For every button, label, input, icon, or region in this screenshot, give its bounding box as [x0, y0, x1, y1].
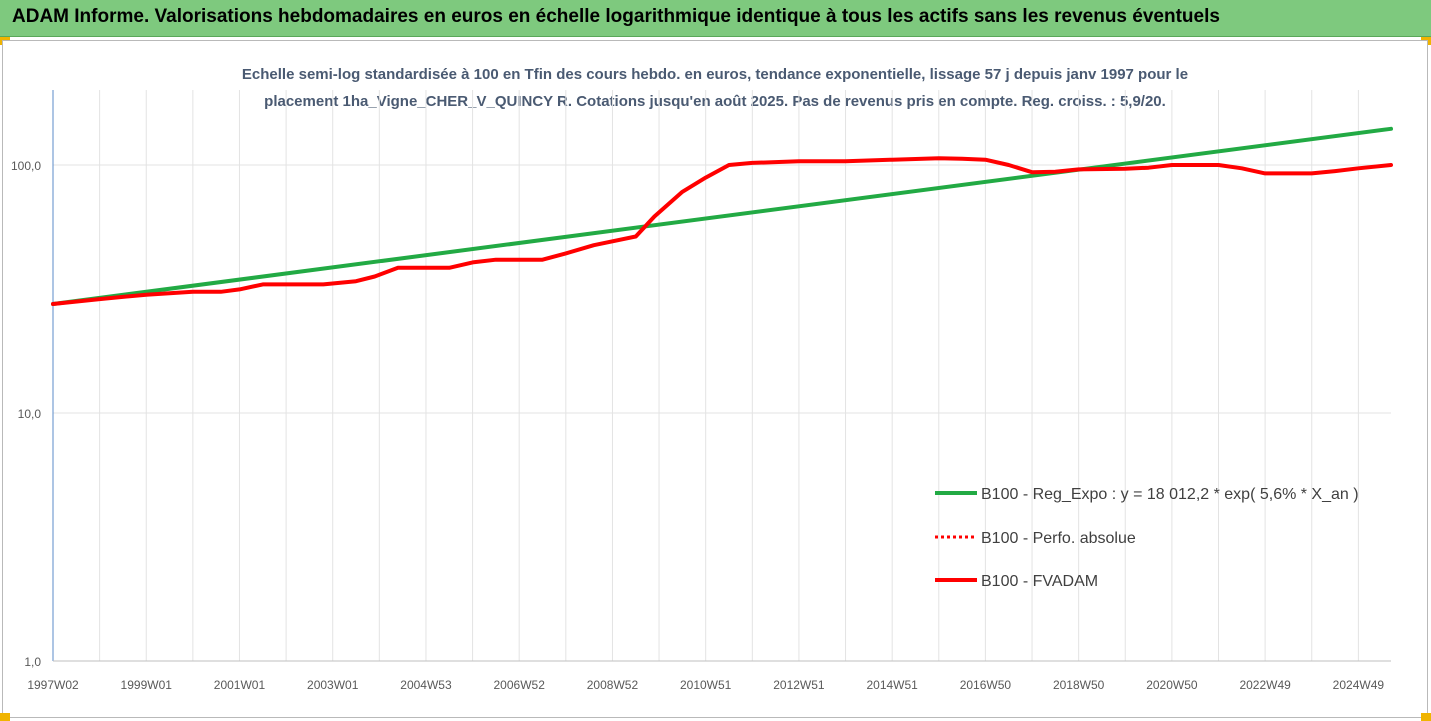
x-tick-label: 1997W02: [27, 678, 79, 692]
legend-label-2: B100 - Perfo. absolue: [981, 530, 1136, 547]
y-tick-label: 1,0: [24, 655, 41, 669]
series-line-1: [51, 126, 1393, 306]
x-tick-label: 2016W50: [960, 678, 1012, 692]
x-tick-label: 2024W49: [1333, 678, 1385, 692]
x-tick-label: 2014W51: [866, 678, 918, 692]
x-tick-label: 2006W52: [494, 678, 546, 692]
x-tick-label: 2004W53: [400, 678, 452, 692]
y-tick-label: 100,0: [11, 159, 41, 173]
legend-label-3: B100 - FVADAM: [981, 573, 1098, 590]
corner-marker-bottom-left: [0, 713, 10, 721]
page-title: ADAM Informe. Valorisations hebdomadaire…: [12, 6, 1220, 27]
x-tick-label: 2022W49: [1239, 678, 1291, 692]
x-tick-label: 2001W01: [214, 678, 266, 692]
legend-label-1: B100 - Reg_Expo : y = 18 012,2 * exp( 5,…: [981, 486, 1359, 503]
x-tick-label: 1999W01: [121, 678, 173, 692]
x-tick-label: 2020W50: [1146, 678, 1198, 692]
x-tick-label: 2003W01: [307, 678, 359, 692]
y-tick-label: 10,0: [18, 407, 42, 421]
series-line-3: [51, 156, 1393, 306]
chart-title-line-2: placement 1ha_Vigne_CHER_V_QUINCY R. Cot…: [264, 93, 1166, 110]
header-banner: ADAM Informe. Valorisations hebdomadaire…: [0, 0, 1431, 37]
corner-marker-bottom-right: [1421, 713, 1431, 721]
x-tick-label: 2012W51: [773, 678, 825, 692]
x-tick-label: 2018W50: [1053, 678, 1105, 692]
x-tick-label: 2008W52: [587, 678, 639, 692]
x-tick-label: 2010W51: [680, 678, 732, 692]
chart-title-line-1: Echelle semi-log standardisée à 100 en T…: [241, 66, 1189, 83]
